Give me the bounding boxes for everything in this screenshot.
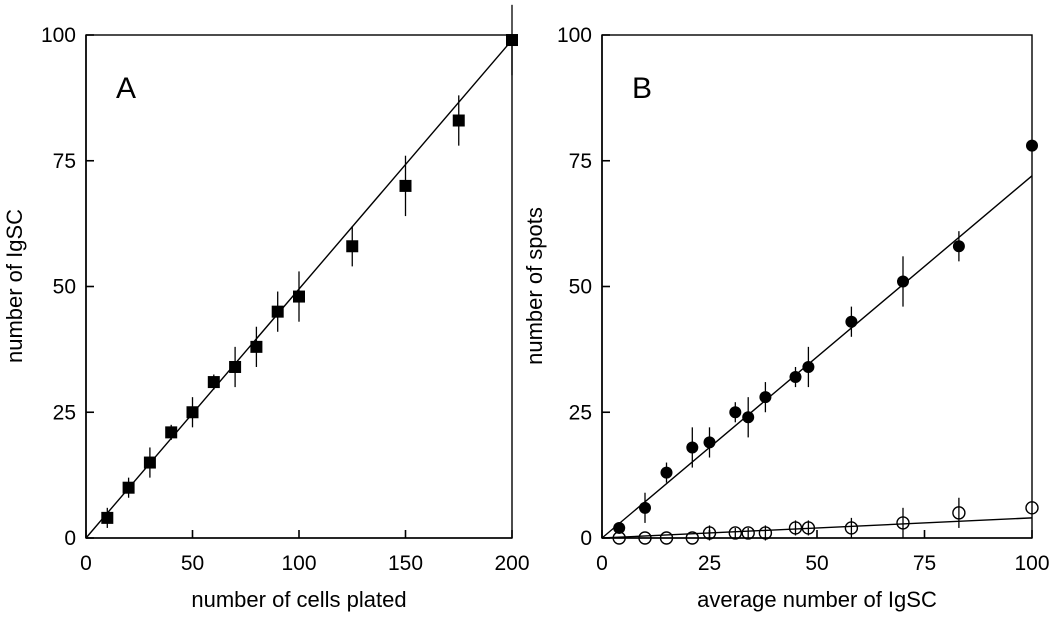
- panel-b-point-filled: [703, 436, 716, 449]
- panel-b-fit-line: [601, 175, 1033, 539]
- panel-a-point: [399, 179, 412, 192]
- panel-a-y-tick-label: 0: [64, 527, 76, 550]
- panel-b-point-filled: [1026, 139, 1038, 152]
- panel-a-ticks: 0 50 100 150 200 0 25 50 75 100: [41, 24, 530, 575]
- panel-a-x-tick-label: 50: [181, 552, 204, 575]
- panel-b-y-tick-label: 25: [569, 401, 592, 424]
- panel-b-point-filled: [639, 501, 651, 514]
- panel-a-y-tick-label: 75: [53, 150, 76, 173]
- panel-a-point: [452, 114, 465, 127]
- panel-b-point-open: [685, 531, 699, 545]
- panel-a-point: [346, 240, 359, 253]
- panel-b-point-filled: [897, 275, 909, 288]
- panel-b-point-open: [801, 521, 816, 535]
- panel-b-y-tick-label: 0: [580, 527, 592, 550]
- panel-b-point-open: [638, 531, 652, 545]
- panel-b-point-open: [788, 521, 803, 535]
- panel-a-points: [101, 4, 518, 528]
- panel-a-point: [250, 340, 263, 353]
- panel-a-x-tick-label: 200: [494, 552, 529, 575]
- panel-b-x-tick-label: 0: [596, 552, 608, 575]
- panel-b-x-tick-label: 25: [698, 552, 721, 575]
- panel-b-point-open: [612, 531, 626, 545]
- panel-a-point: [293, 290, 305, 303]
- panel-a-x-tick-label: 150: [388, 552, 423, 575]
- panel-a: A 0 50 100 150 200 0 25 50 75 100 number of cells…: [2, 4, 530, 612]
- panel-b-y-tick-label: 75: [569, 150, 592, 173]
- panel-b-fit-line: [601, 517, 1033, 539]
- panel-b-point-filled: [742, 411, 755, 424]
- panel-a-point: [207, 376, 220, 389]
- panel-a-x-tick-label: 100: [281, 552, 316, 575]
- panel-a-point: [506, 34, 518, 47]
- panel-b-point-open: [659, 531, 674, 545]
- panel-b-point-filled: [845, 315, 858, 328]
- panel-b-point-filled: [686, 441, 699, 454]
- panel-b-x-tick-label: 75: [913, 552, 936, 575]
- panel-b-letter: B: [632, 72, 652, 105]
- panel-b-point-open: [728, 526, 742, 540]
- panel-a-point: [229, 360, 242, 373]
- panel-b-y-tick-label: 50: [569, 276, 592, 299]
- panel-a-x-tick-label: 0: [80, 552, 92, 575]
- panel-b-point-open: [844, 521, 859, 535]
- panel-a-point: [101, 511, 114, 524]
- panel-a-y-tick-label: 25: [53, 401, 76, 424]
- panel-b-point-open: [702, 526, 717, 540]
- panel-b-y-label: number of spots: [522, 207, 547, 365]
- panel-a-x-label: number of cells plated: [191, 587, 406, 612]
- panel-a-point: [165, 426, 178, 439]
- panel-b-point-open: [758, 526, 773, 540]
- panel-b-point-open: [741, 526, 755, 540]
- panel-b-point-open: [1025, 501, 1039, 515]
- panel-b-y-tick-label: 100: [557, 24, 592, 47]
- panel-b-x-tick-label: 100: [1014, 552, 1049, 575]
- panel-a-y-tick-label: 50: [53, 276, 76, 299]
- panel-a-y-label: number of IgSC: [2, 209, 27, 363]
- panel-b-point-filled: [729, 406, 742, 419]
- panel-b-point-filled: [660, 466, 673, 479]
- panel-b-point-open: [896, 516, 910, 530]
- panel-b-point-filled: [952, 240, 965, 253]
- panel-b-point-filled: [613, 521, 626, 534]
- panel-b-point-filled: [802, 360, 815, 373]
- panel-a-point: [122, 481, 135, 494]
- panel-b-x-label: average number of IgSC: [697, 587, 937, 612]
- panel-a-point: [143, 456, 156, 469]
- panel-b-point-filled: [789, 371, 802, 384]
- panel-a-letter: A: [116, 72, 136, 105]
- panel-b-point-open: [952, 506, 966, 520]
- panel-b-points: [612, 139, 1039, 545]
- panel-a-point: [186, 406, 199, 419]
- panel-b-point-filled: [759, 391, 772, 404]
- panel-a-point: [271, 305, 284, 318]
- panel-b-fit-lines: [601, 175, 1033, 539]
- panel-b: B 0 25 50 75 100 0 25 50 75 100 average number of…: [522, 24, 1050, 612]
- panel-b-x-tick-label: 50: [805, 552, 828, 575]
- panel-b-ticks: 0 25 50 75 100 0 25 50 75 100: [557, 24, 1050, 575]
- panel-a-y-tick-label: 100: [41, 24, 76, 47]
